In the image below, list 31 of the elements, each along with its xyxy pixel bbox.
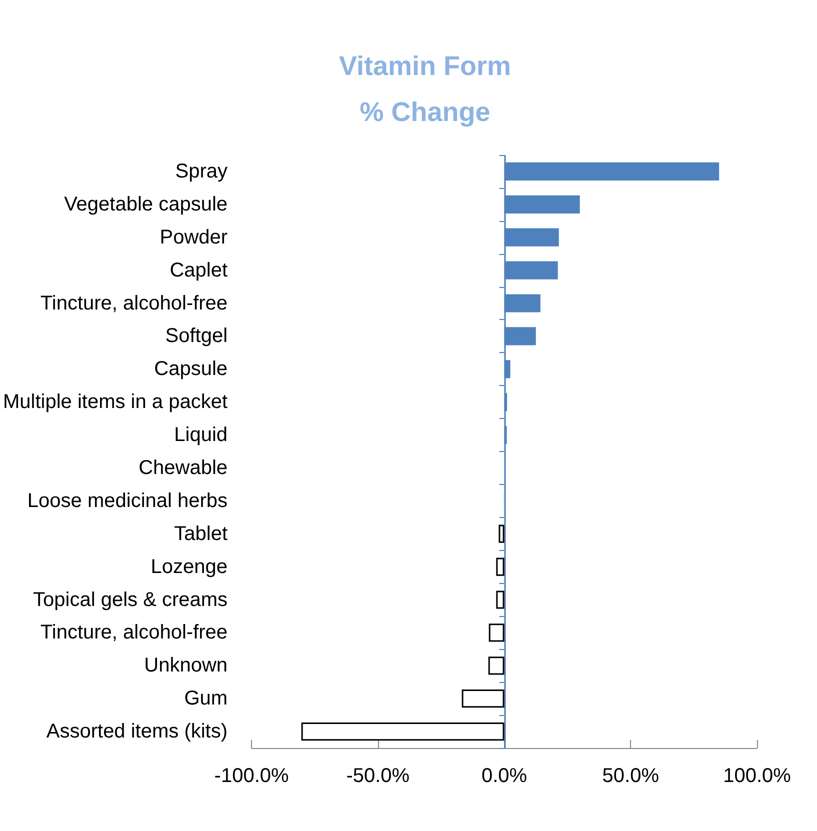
bar <box>488 656 504 675</box>
y-tick-label: Topical gels & creams <box>33 588 228 611</box>
y-tick-label: Assorted items (kits) <box>46 720 228 743</box>
y-tick-label: Loose medicinal herbs <box>27 490 228 512</box>
x-tick-label: 50.0% <box>602 765 660 787</box>
bar <box>462 690 504 708</box>
x-tick-label: 100.0% <box>723 765 792 787</box>
y-tick-label: Tincture, alcohol-free <box>40 622 228 644</box>
y-tick-label: Tablet <box>174 522 228 545</box>
y-tick-label: Tincture, alcohol-free <box>40 292 228 314</box>
x-tick-label: -100.0% <box>214 765 289 787</box>
y-tick-label: Liquid <box>174 424 228 446</box>
x-tick-label: -50.0% <box>346 765 410 787</box>
y-tick-label: Spray <box>175 160 228 182</box>
x-tick-label: 0.0% <box>481 765 528 787</box>
y-tick-label: Unknown <box>144 654 228 677</box>
y-tick-label: Vegetable capsule <box>64 193 228 216</box>
y-tick-label: Capsule <box>154 358 228 380</box>
y-tick-label: Gum <box>184 688 228 710</box>
bar <box>496 590 504 609</box>
bar <box>498 524 504 543</box>
y-tick-label: Caplet <box>170 259 228 282</box>
bar <box>496 558 504 576</box>
y-tick-label: Lozenge <box>150 556 228 578</box>
y-tick-label: Powder <box>160 226 228 248</box>
chart-title: Vitamin Form % Change <box>338 51 512 127</box>
y-tick-label: Multiple items in a packet <box>2 391 228 414</box>
y-tick-label: Softgel <box>165 325 228 348</box>
bar <box>488 624 504 642</box>
y-tick-label: Chewable <box>138 456 228 479</box>
bar <box>301 722 504 741</box>
